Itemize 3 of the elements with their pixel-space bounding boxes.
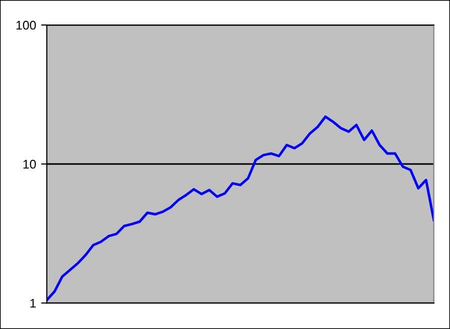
y-tick-label: 1	[30, 298, 36, 308]
y-tick-label: 100	[16, 20, 36, 30]
y-tick-label: 10	[23, 160, 36, 169]
